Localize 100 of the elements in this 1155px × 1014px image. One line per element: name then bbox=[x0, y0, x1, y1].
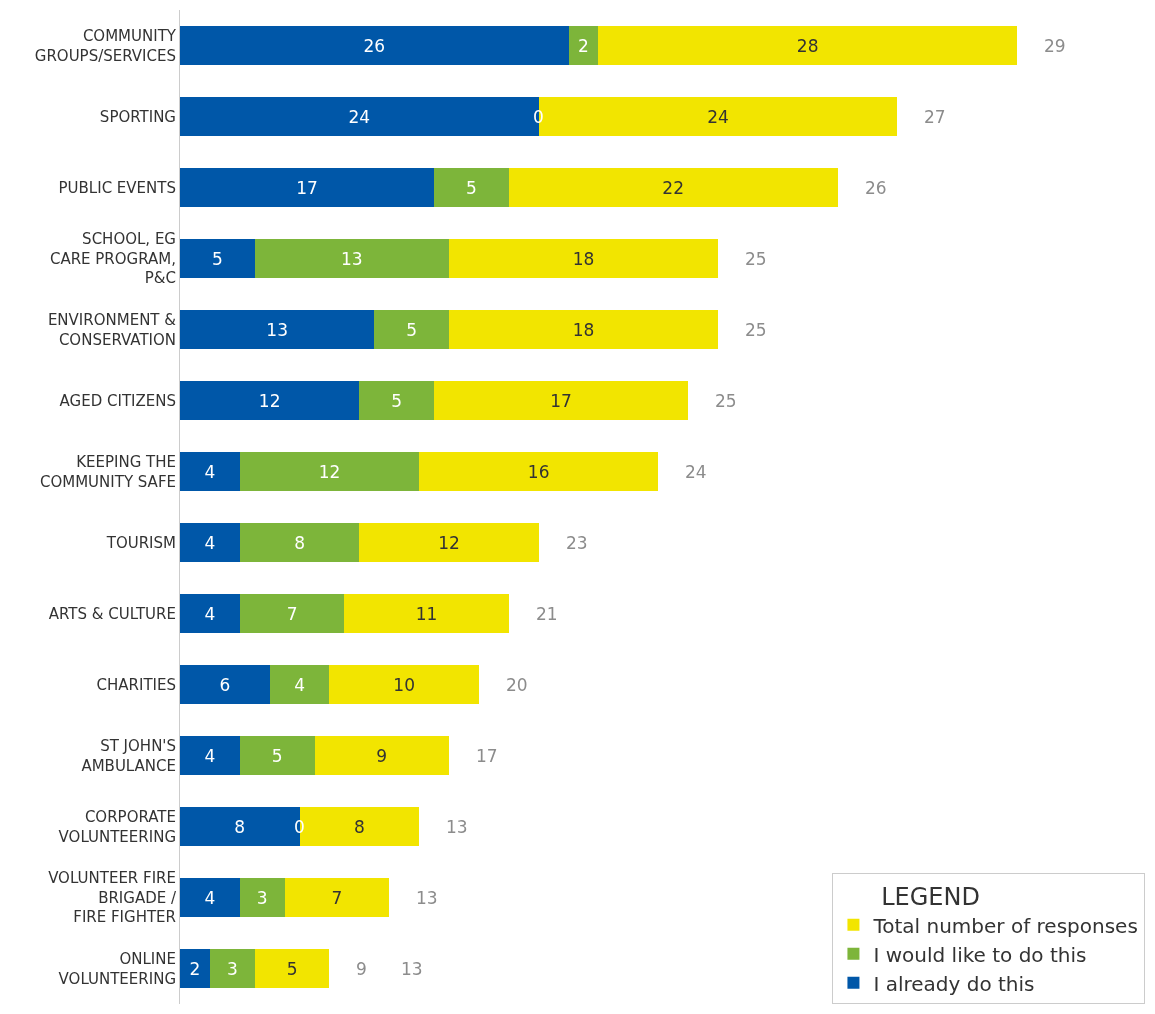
data-label: 4 bbox=[204, 603, 216, 624]
data-label: 6 bbox=[219, 674, 231, 695]
bar bbox=[508, 167, 838, 208]
y-tick-label: ENVIRONMENT & CONSERVATION bbox=[47, 311, 177, 349]
annotation: 13 bbox=[401, 959, 423, 979]
bar bbox=[329, 664, 479, 705]
bar bbox=[209, 948, 255, 989]
data-label: 8 bbox=[234, 816, 246, 837]
data-label: 17 bbox=[550, 390, 572, 411]
annotation: 26 bbox=[865, 178, 887, 198]
bar bbox=[239, 522, 360, 563]
y-tick-label: SPORTING bbox=[99, 107, 176, 126]
bar bbox=[314, 735, 449, 776]
y-tick-label: TOURISM bbox=[105, 533, 176, 552]
annotation: 23 bbox=[566, 533, 588, 553]
bar bbox=[180, 593, 240, 634]
legend-label: I already do this bbox=[873, 971, 1035, 996]
data-label: 4 bbox=[204, 461, 216, 482]
bar bbox=[449, 309, 718, 350]
data-label: 28 bbox=[796, 35, 819, 56]
bar bbox=[180, 380, 360, 421]
annotation: 20 bbox=[506, 675, 528, 695]
data-label: 4 bbox=[204, 887, 216, 908]
bar bbox=[180, 167, 435, 208]
data-label: 4 bbox=[204, 532, 216, 553]
bar bbox=[359, 380, 435, 421]
data-label: 5 bbox=[391, 390, 403, 411]
y-tick-label: AGED CITIZENS bbox=[59, 391, 176, 410]
data-label: 5 bbox=[211, 248, 223, 269]
y-tick-label: SCHOOL, EG CARE PROGRAM, P&C bbox=[49, 230, 176, 288]
y-tick-label: ARTS & CULTURE bbox=[48, 604, 176, 623]
y-tick-label: ST JOHN'S AMBULANCE bbox=[81, 737, 176, 775]
bar bbox=[180, 664, 270, 705]
bar bbox=[284, 877, 390, 918]
data-label: 2 bbox=[578, 35, 589, 56]
data-label: 11 bbox=[415, 603, 438, 624]
data-label: 4 bbox=[204, 745, 216, 766]
data-label: 26 bbox=[363, 35, 386, 56]
bar bbox=[598, 25, 1017, 66]
y-tick-label: VOLUNTEER FIRE BRIGADE / FIRE FIGHTER bbox=[48, 869, 177, 927]
bar bbox=[180, 522, 240, 563]
bar bbox=[254, 238, 449, 279]
data-label: 5 bbox=[466, 177, 477, 198]
data-label: 22 bbox=[662, 177, 684, 198]
legend-title: LEGEND bbox=[835, 883, 980, 912]
annotation: 25 bbox=[745, 320, 767, 340]
data-label: 12 bbox=[258, 390, 281, 411]
data-label: 17 bbox=[296, 177, 318, 198]
data-label: 12 bbox=[318, 461, 341, 482]
y-tick-label: ONLINE VOLUNTEERING bbox=[58, 950, 176, 988]
data-label: 12 bbox=[438, 532, 460, 553]
bar bbox=[434, 380, 689, 421]
data-label: 24 bbox=[348, 106, 371, 127]
bar bbox=[239, 877, 285, 918]
bar bbox=[180, 25, 569, 66]
bar bbox=[239, 593, 345, 634]
bar bbox=[180, 451, 240, 492]
annotation: 27 bbox=[924, 107, 946, 127]
annotation: 9 bbox=[356, 959, 367, 979]
data-label: 5 bbox=[406, 319, 418, 340]
legend-label: Total number of responses bbox=[872, 913, 1138, 938]
annotation: 17 bbox=[476, 746, 498, 766]
data-label: 2 bbox=[189, 958, 201, 979]
data-label: 3 bbox=[256, 887, 268, 908]
bar bbox=[449, 238, 718, 279]
data-label: 7 bbox=[331, 887, 343, 908]
y-tick-label: KEEPING THE COMMUNITY SAFE bbox=[39, 453, 176, 491]
annotation: 13 bbox=[446, 817, 468, 837]
y-tick-label: PUBLIC EVENTS bbox=[58, 178, 176, 197]
annotation: 13 bbox=[416, 888, 438, 908]
bar bbox=[180, 309, 375, 350]
bar bbox=[344, 593, 509, 634]
bar bbox=[180, 735, 240, 776]
annotation: 24 bbox=[685, 462, 707, 482]
annotation: 25 bbox=[745, 249, 767, 269]
text: 29 bbox=[1044, 36, 1066, 56]
bar bbox=[239, 451, 420, 492]
bar bbox=[434, 167, 509, 208]
bar bbox=[269, 664, 330, 705]
y-tick-label: COMMUNITY GROUPS/SERVICES bbox=[34, 27, 177, 65]
data-label: 13 bbox=[341, 248, 363, 269]
bar bbox=[254, 948, 330, 989]
bar bbox=[180, 238, 255, 279]
bar bbox=[374, 309, 449, 350]
data-label: 10 bbox=[393, 674, 415, 695]
bar bbox=[239, 735, 315, 776]
bar bbox=[568, 25, 599, 66]
bar bbox=[180, 948, 210, 989]
data-label: 18 bbox=[572, 248, 595, 269]
data-label: 8 bbox=[353, 816, 365, 837]
y-tick-label: CHARITIES bbox=[96, 675, 176, 694]
bar bbox=[180, 877, 240, 918]
bar bbox=[419, 451, 659, 492]
data-label: 5 bbox=[286, 958, 298, 979]
data-label: 4 bbox=[294, 674, 305, 695]
data-label: 24 bbox=[707, 106, 729, 127]
data-label: 9 bbox=[376, 745, 388, 766]
data-label: 18 bbox=[572, 319, 595, 340]
data-label: 13 bbox=[266, 319, 288, 340]
data-label: 7 bbox=[286, 603, 298, 624]
